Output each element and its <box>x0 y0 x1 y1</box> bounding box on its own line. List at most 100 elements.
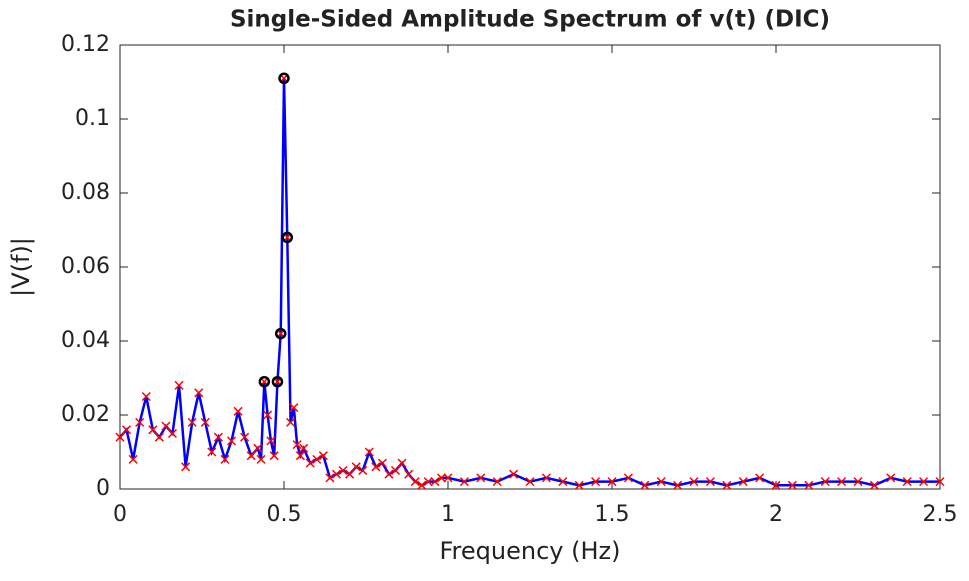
data-point <box>755 473 765 483</box>
data-point <box>607 477 617 487</box>
data-point <box>253 443 263 453</box>
data-point <box>174 380 184 390</box>
peak-marker <box>271 375 284 388</box>
data-point <box>141 391 151 402</box>
x-tick-label: 1.5 <box>595 502 630 527</box>
data-point <box>246 451 256 461</box>
data-point <box>656 477 666 487</box>
data-point <box>902 477 912 487</box>
data-point <box>154 432 164 442</box>
y-tick-label: 0.02 <box>61 402 110 427</box>
data-point <box>371 462 381 472</box>
data-point <box>837 477 847 487</box>
y-axis-label: |V(f)| <box>7 237 35 297</box>
data-point <box>722 480 732 490</box>
data-point <box>181 462 191 472</box>
data-point <box>787 480 797 490</box>
data-point <box>115 432 125 442</box>
data-point <box>623 473 633 483</box>
data-point <box>135 417 145 427</box>
peak-marker <box>274 327 287 340</box>
data-point <box>886 473 896 483</box>
data-point <box>338 465 348 476</box>
data-point <box>233 406 243 416</box>
data-point <box>771 480 781 490</box>
plot-frame <box>119 44 941 490</box>
data-point <box>430 477 440 487</box>
chart-title: Single-Sided Amplitude Spectrum of v(t) … <box>230 7 830 33</box>
y-tick-label: 0.04 <box>61 328 110 353</box>
data-point <box>187 417 197 427</box>
data-point <box>804 480 814 490</box>
data-point <box>935 477 945 487</box>
data-point <box>148 425 158 435</box>
data-point <box>492 477 502 487</box>
data-point <box>200 417 210 427</box>
data-point <box>820 477 830 487</box>
data-point <box>525 477 535 487</box>
data-point <box>318 451 328 461</box>
data-point <box>299 443 309 453</box>
data-point <box>128 454 138 464</box>
y-tick-label: 0.06 <box>61 254 110 279</box>
x-tick-label: 2.5 <box>923 502 958 527</box>
data-point <box>853 477 863 487</box>
data-point <box>351 462 361 472</box>
data-point <box>423 477 433 487</box>
data-point <box>377 458 387 468</box>
data-point <box>358 465 368 476</box>
data-point <box>305 458 315 468</box>
data-point <box>390 465 401 476</box>
x-tick-label: 0 <box>113 502 127 527</box>
data-point <box>286 417 296 427</box>
data-point <box>122 425 132 435</box>
x-axis-label: Frequency (Hz) <box>440 537 621 565</box>
data-point <box>331 469 342 479</box>
data-point <box>263 410 273 420</box>
peak-marker <box>281 231 294 244</box>
y-tick-label: 0.1 <box>75 106 110 131</box>
data-point <box>591 477 601 487</box>
data-point <box>220 454 230 464</box>
data-point <box>161 421 171 431</box>
data-point <box>476 473 486 483</box>
data-point <box>240 432 250 442</box>
data-point <box>345 469 355 479</box>
data-point <box>459 477 469 487</box>
data-point <box>295 451 305 461</box>
y-tick-label: 0.08 <box>61 180 110 205</box>
data-point <box>673 480 683 490</box>
data-point <box>256 454 266 464</box>
data-point <box>226 436 237 446</box>
data-point <box>213 432 223 442</box>
data-point <box>919 477 929 487</box>
data-point <box>705 477 715 487</box>
data-point <box>325 473 335 483</box>
peak-marker <box>258 375 271 388</box>
data-point <box>364 447 374 457</box>
series-line <box>119 78 940 487</box>
data-point <box>869 480 879 490</box>
data-point <box>541 473 551 483</box>
x-tick-label: 1 <box>441 502 455 527</box>
data-point <box>436 473 446 483</box>
data-point <box>397 458 407 468</box>
data-point <box>266 436 276 446</box>
data-point <box>167 428 178 439</box>
data-point <box>289 403 299 413</box>
data-point <box>312 454 322 464</box>
data-point <box>292 440 302 450</box>
y-tick-label: 0.12 <box>61 32 110 57</box>
x-tick-label: 0.5 <box>267 502 302 527</box>
data-point <box>738 477 748 487</box>
y-tick-label: 0 <box>96 476 110 501</box>
data-point <box>574 480 584 490</box>
data-point <box>689 477 699 487</box>
data-point <box>417 480 427 490</box>
data-point <box>509 469 519 479</box>
data-point <box>443 473 453 483</box>
peak-marker <box>278 72 290 85</box>
data-point <box>269 451 279 461</box>
